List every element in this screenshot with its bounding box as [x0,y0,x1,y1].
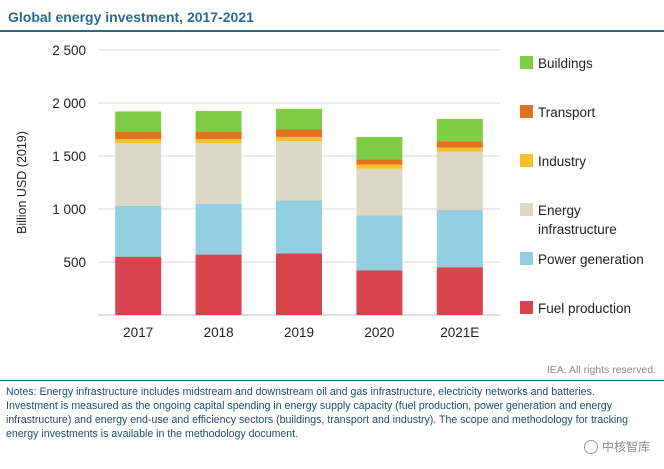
bar-segment [115,205,162,257]
chart-title: Global energy investment, 2017-2021 [8,9,254,25]
bar-segment [276,141,322,201]
legend-label: Power generation [538,252,644,267]
legend-label: Buildings [538,56,593,71]
y-axis-label: Billion USD (2019) [15,131,29,234]
bar-segment [436,267,483,315]
watermark-logo-icon [583,439,598,454]
bar-segment [276,108,322,130]
bar-segment [436,141,483,148]
watermark: 中核智库 [583,438,650,455]
title-divider [0,30,664,32]
notes-line-2: Investment is measured as the ongoing ca… [6,400,629,440]
x-tick-label: 2021E [440,325,479,340]
bar-segment [436,147,483,152]
bar-segment [115,256,162,315]
bar-segment [276,200,322,254]
legend-swatch [520,105,533,118]
bar-segment [436,151,483,211]
bar-segment [195,110,242,132]
bar-segment [356,215,403,271]
y-tick-label: 1 000 [52,202,86,217]
y-tick-label: 1 500 [52,149,86,164]
legend-swatch [520,56,533,69]
bar-segment [356,159,403,165]
legend-swatch [520,154,533,167]
legend-label: Fuel production [538,301,631,316]
legend-label: infrastructure [538,222,617,237]
legend-swatch [520,252,533,265]
bar-segment [195,203,242,255]
x-tick-label: 2017 [123,325,153,340]
x-tick-label: 2018 [204,325,234,340]
copyright-credit: IEA. All rights reserved. [546,364,656,376]
notes-divider [0,380,664,381]
bar-chart: 500 1 000 1 500 2 000 2 500 Billion USD (2019… [15,43,644,340]
legend-label: Transport [538,105,596,120]
x-tick-label: 2020 [364,325,394,340]
bar-segment [115,111,162,132]
bar-segment [115,131,162,140]
bar-segment [356,164,403,169]
notes-block: Notes: Energy infrastructure includes mi… [6,385,658,441]
notes-line-1: Notes: Energy infrastructure includes mi… [6,386,595,398]
bar-segment [195,254,242,315]
bar-segment [436,210,483,268]
bar-segment [276,136,322,142]
x-tick-label: 2019 [284,325,314,340]
bar-segment [276,129,322,137]
bar-segment [276,253,322,315]
bar-segment [356,270,403,315]
watermark-text: 中核智库 [601,440,650,454]
bar-segment [115,143,162,206]
bar-segment [356,136,403,160]
legend-label: Industry [538,154,586,169]
y-tick-label: 500 [63,255,86,270]
bar-segment [195,139,242,144]
legend-swatch [520,203,533,216]
legend-swatch [520,301,533,314]
bar-segment [195,131,242,140]
y-tick-label: 2 500 [52,43,86,58]
legend-label: Energy [538,203,581,218]
bar-segment [195,143,242,204]
bar-segment [436,118,483,142]
bar-segment [115,139,162,144]
y-tick-label: 2 000 [52,96,86,111]
bar-segment [356,168,403,216]
